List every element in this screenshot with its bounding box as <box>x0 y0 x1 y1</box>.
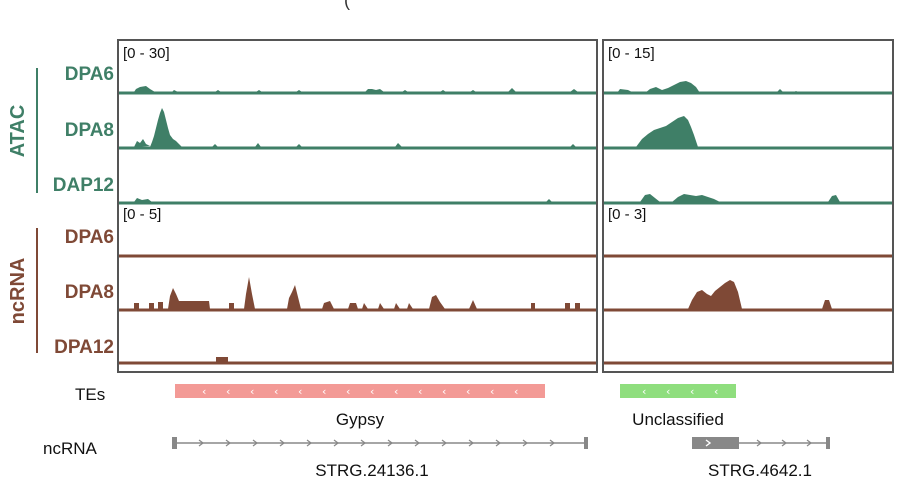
svg-text:‹: ‹ <box>642 385 646 398</box>
te-gypsy-feature: ‹ ‹ ‹ ‹ ‹ ‹ ‹ ‹ ‹ ‹ ‹ ‹ ‹ ‹ <box>175 384 545 398</box>
track-label-ncrna-dpa12: DPA12 <box>54 337 114 358</box>
svg-text:‹: ‹ <box>514 385 518 398</box>
te-unclassified-name: Unclassified <box>632 410 724 429</box>
svg-text:‹: ‹ <box>346 385 350 398</box>
svg-text:‹: ‹ <box>202 385 206 398</box>
svg-text:‹: ‹ <box>322 385 326 398</box>
scale-label-ncrna-right: [0 - 3] <box>608 206 646 223</box>
track-label-ncrna-dpa6: DPA6 <box>65 227 114 248</box>
track-label-ncrna-dpa8: DPA8 <box>65 282 114 303</box>
svg-text:‹: ‹ <box>714 385 718 398</box>
te-unclassified-feature: ‹ ‹ ‹ ‹ <box>620 384 736 398</box>
track-label-atac-dap12: DAP12 <box>53 175 114 196</box>
atac-group-label: ATAC <box>7 105 29 158</box>
track-label-atac-dpa6: DPA6 <box>65 64 114 85</box>
scale-label-atac-left: [0 - 30] <box>123 45 170 62</box>
track-atac-dap12-right <box>640 194 840 202</box>
svg-text:‹: ‹ <box>274 385 278 398</box>
track-atac-dpa8-right <box>636 116 698 147</box>
gene-strg-4642-name: STRG.4642.1 <box>708 461 812 480</box>
scale-label-ncrna-left: [0 - 5] <box>123 206 161 223</box>
track-ncrna-dpa8-right <box>688 280 832 309</box>
track-label-atac-dpa8: DPA8 <box>65 120 114 141</box>
tes-row-label: TEs <box>75 385 105 404</box>
track-atac-dap12-left <box>134 198 552 202</box>
svg-text:‹: ‹ <box>490 385 494 398</box>
right-panel-frame <box>602 39 894 373</box>
left-panel-frame <box>117 39 598 373</box>
svg-text:‹: ‹ <box>394 385 398 398</box>
svg-text:‹: ‹ <box>298 385 302 398</box>
track-atac-dpa6-right <box>617 81 800 93</box>
track-atac-dpa6-left <box>134 86 578 92</box>
svg-text:‹: ‹ <box>250 385 254 398</box>
gene-strg-24136-name: STRG.24136.1 <box>315 461 428 480</box>
gene-strg-4642-feature <box>692 437 830 449</box>
panel-letter-fragment: ( <box>344 0 350 10</box>
gene-strg-24136-feature <box>172 437 588 449</box>
ncrna-group-label: ncRNA <box>7 258 29 325</box>
track-ncrna-dpa12-left <box>216 357 228 362</box>
svg-text:‹: ‹ <box>418 385 422 398</box>
svg-text:‹: ‹ <box>690 385 694 398</box>
svg-text:‹: ‹ <box>442 385 446 398</box>
svg-text:‹: ‹ <box>226 385 230 398</box>
scale-label-atac-right: [0 - 15] <box>608 45 655 62</box>
track-atac-dpa8-left <box>134 108 576 147</box>
svg-text:‹: ‹ <box>666 385 670 398</box>
track-ncrna-dpa8-left <box>134 277 580 309</box>
te-gypsy-name: Gypsy <box>336 410 385 429</box>
ncrna-row-label: ncRNA <box>43 439 98 458</box>
svg-text:‹: ‹ <box>370 385 374 398</box>
svg-text:‹: ‹ <box>466 385 470 398</box>
